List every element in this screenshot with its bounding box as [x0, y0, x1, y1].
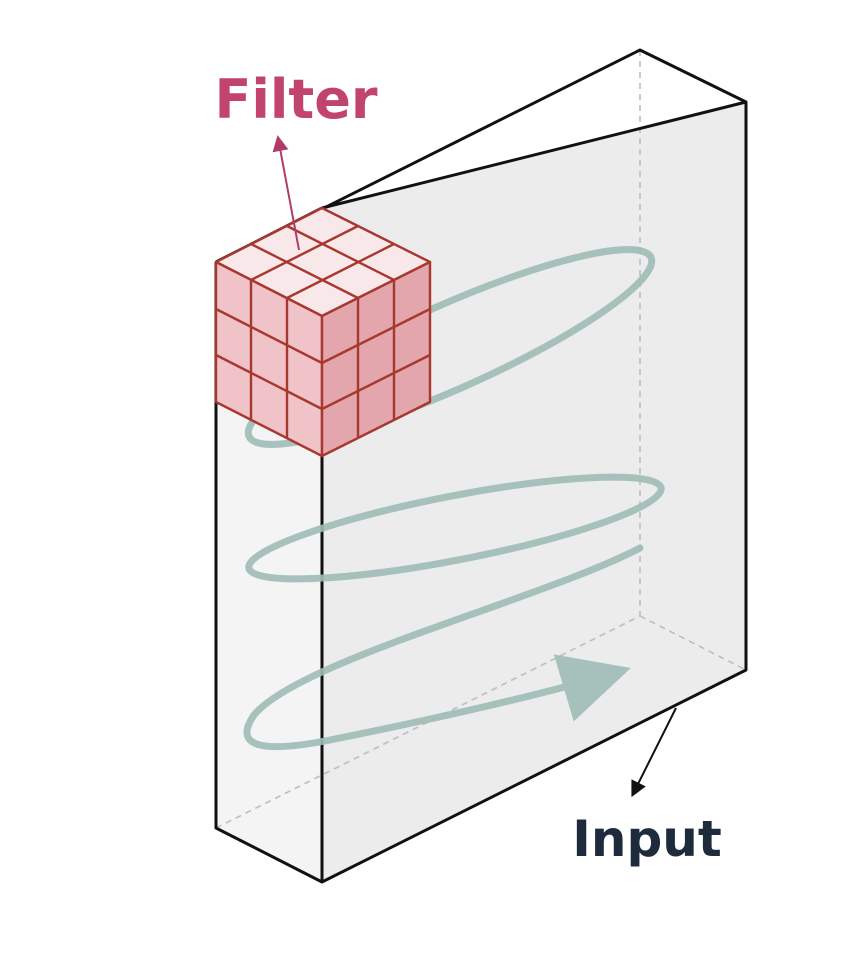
filter-label: Filter — [215, 68, 378, 131]
input-volume — [214, 48, 748, 884]
hidden-edge-bottom-right — [639, 615, 747, 671]
hidden-edge-bottom-back — [215, 615, 641, 829]
filter-grid-line — [215, 307, 323, 365]
scan-loop-2 — [245, 473, 665, 583]
input-label: Input — [572, 810, 722, 868]
filter-cube — [214, 206, 432, 458]
input-front-top-edge — [321, 100, 747, 210]
filter-grid-line — [321, 307, 431, 365]
input-outline — [214, 48, 748, 884]
filter-grid-line — [215, 353, 323, 411]
arrow-down-left-icon — [631, 707, 677, 798]
filter-grid-line — [250, 224, 359, 282]
filter-grid-line — [286, 224, 395, 282]
arrow-up-icon — [272, 135, 300, 251]
filter-grid-line — [321, 353, 431, 411]
scan-loop-3 — [243, 544, 644, 751]
scan-path — [243, 246, 665, 751]
filter-grid-line — [286, 242, 395, 300]
filter-grid-line — [250, 242, 359, 300]
input-front-face — [322, 102, 746, 882]
scan-loop-1 — [244, 246, 656, 448]
